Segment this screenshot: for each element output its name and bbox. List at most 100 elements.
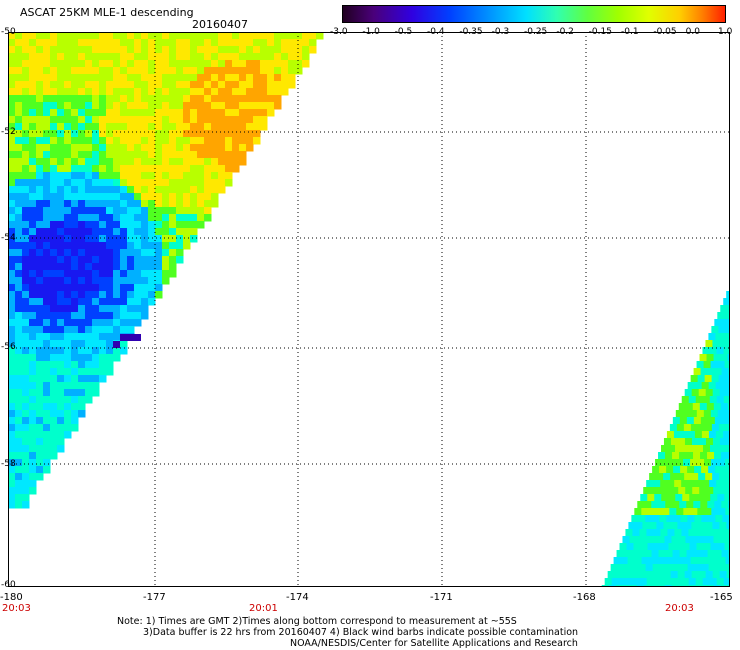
swath-cell-left xyxy=(211,137,219,145)
swath-cell-left xyxy=(71,95,79,103)
swath-cell-left xyxy=(120,263,128,271)
swath-cell-left xyxy=(92,81,100,89)
swath-cell-left xyxy=(8,242,16,250)
swath-cell-right xyxy=(723,298,730,306)
swath-cell-left xyxy=(50,319,58,327)
swath-cell-left xyxy=(50,46,58,54)
swath-cell-left xyxy=(64,130,72,138)
swath-cell-left xyxy=(50,284,58,292)
swath-cell-left xyxy=(190,221,198,229)
swath-cell-left xyxy=(64,396,72,404)
swath-cell-left xyxy=(85,144,93,152)
swath-cell-left xyxy=(148,137,156,145)
swath-cell-left xyxy=(92,305,100,313)
swath-cell-left xyxy=(99,109,107,117)
swath-cell-left xyxy=(141,39,149,47)
swath-cell-left xyxy=(29,179,37,187)
swath-cell-left xyxy=(141,116,149,124)
swath-cell-left xyxy=(15,102,23,110)
swath-cell-left xyxy=(183,109,191,117)
swath-cell-left xyxy=(36,179,44,187)
swath-cell-left xyxy=(288,39,296,47)
swath-cell-left xyxy=(22,172,30,180)
swath-cell-right xyxy=(725,459,730,467)
swath-cell-right xyxy=(686,452,694,460)
swath-cell-left xyxy=(141,263,149,271)
swath-cell-left xyxy=(71,46,79,54)
swath-cell-right xyxy=(656,522,664,530)
swath-cell-left xyxy=(92,375,100,383)
swath-cell-left xyxy=(127,200,135,208)
swath-cell-left xyxy=(176,88,184,96)
swath-cell-left xyxy=(92,270,100,278)
swath-cell-left xyxy=(43,179,51,187)
swath-cell-left xyxy=(211,186,219,194)
swath-cell-left xyxy=(15,389,23,397)
swath-cell-left xyxy=(197,144,205,152)
swath-cell-left xyxy=(197,172,205,180)
swath-cell-left xyxy=(204,102,212,110)
swath-cell-left xyxy=(57,431,65,439)
swath-cell-left xyxy=(204,130,212,138)
swath-cell-left xyxy=(169,95,177,103)
swath-cell-left xyxy=(71,277,79,285)
swath-cell-left xyxy=(57,67,65,75)
swath-cell-left xyxy=(155,67,163,75)
swath-cell-left xyxy=(155,95,163,103)
swath-cell-right xyxy=(639,578,648,586)
swath-cell-left xyxy=(50,263,58,271)
swath-cell-left xyxy=(50,417,58,425)
swath-cell-left xyxy=(22,347,30,355)
swath-cell-left xyxy=(15,459,23,467)
swath-cell-left xyxy=(50,95,58,103)
swath-cell-left xyxy=(71,242,79,250)
swath-cell-left xyxy=(50,32,58,40)
swath-cell-right xyxy=(716,529,724,537)
swath-cell-left xyxy=(99,158,107,166)
swath-cell-left xyxy=(281,46,289,54)
swath-cell-left xyxy=(141,256,149,264)
swath-cell-left xyxy=(43,466,51,474)
swath-cell-left xyxy=(127,228,135,236)
swath-cell-left xyxy=(141,249,149,257)
swath-cell-left xyxy=(71,417,79,425)
swath-cell-left xyxy=(57,326,65,334)
swath-cell-left xyxy=(162,53,170,61)
swath-cell-left xyxy=(113,67,121,75)
swath-cell-left xyxy=(134,158,142,166)
swath-cell-left xyxy=(36,312,44,320)
swath-cell-left xyxy=(43,123,51,131)
swath-cell-left xyxy=(71,214,79,222)
swath-cell-left xyxy=(71,67,79,75)
swath-cell-right xyxy=(702,347,710,355)
swath-cell-left xyxy=(50,249,58,257)
swath-cell-right xyxy=(659,515,667,523)
swath-cell-left xyxy=(120,165,128,173)
swath-cell-left xyxy=(36,32,44,40)
swath-cell-left xyxy=(127,151,135,159)
swath-cell-left xyxy=(225,81,233,89)
swath-cell-left xyxy=(36,158,44,166)
swath-cell-right xyxy=(700,452,708,460)
swath-cell-left xyxy=(50,221,58,229)
swath-cell-left xyxy=(211,74,219,82)
swath-cell-left xyxy=(281,67,289,75)
swath-cell-left xyxy=(267,32,275,40)
swath-cell-left xyxy=(71,340,79,348)
swath-cell-right xyxy=(726,438,730,446)
swath-cell-left xyxy=(8,312,16,320)
swath-cell-left xyxy=(134,165,142,173)
swath-cell-left xyxy=(15,424,23,432)
swath-cell-left xyxy=(22,501,30,509)
swath-cell-left xyxy=(43,410,51,418)
swath-cell-left xyxy=(99,347,107,355)
swath-cell-left xyxy=(176,235,184,243)
swath-cell-left xyxy=(85,172,93,180)
swath-cell-left xyxy=(64,382,72,390)
swath-cell-left xyxy=(43,319,51,327)
swath-cell-left xyxy=(148,256,156,264)
swath-cell-left xyxy=(106,333,114,341)
swath-cell-left xyxy=(120,60,128,68)
swath-cell-left xyxy=(99,102,107,110)
swath-cell-left xyxy=(183,228,191,236)
